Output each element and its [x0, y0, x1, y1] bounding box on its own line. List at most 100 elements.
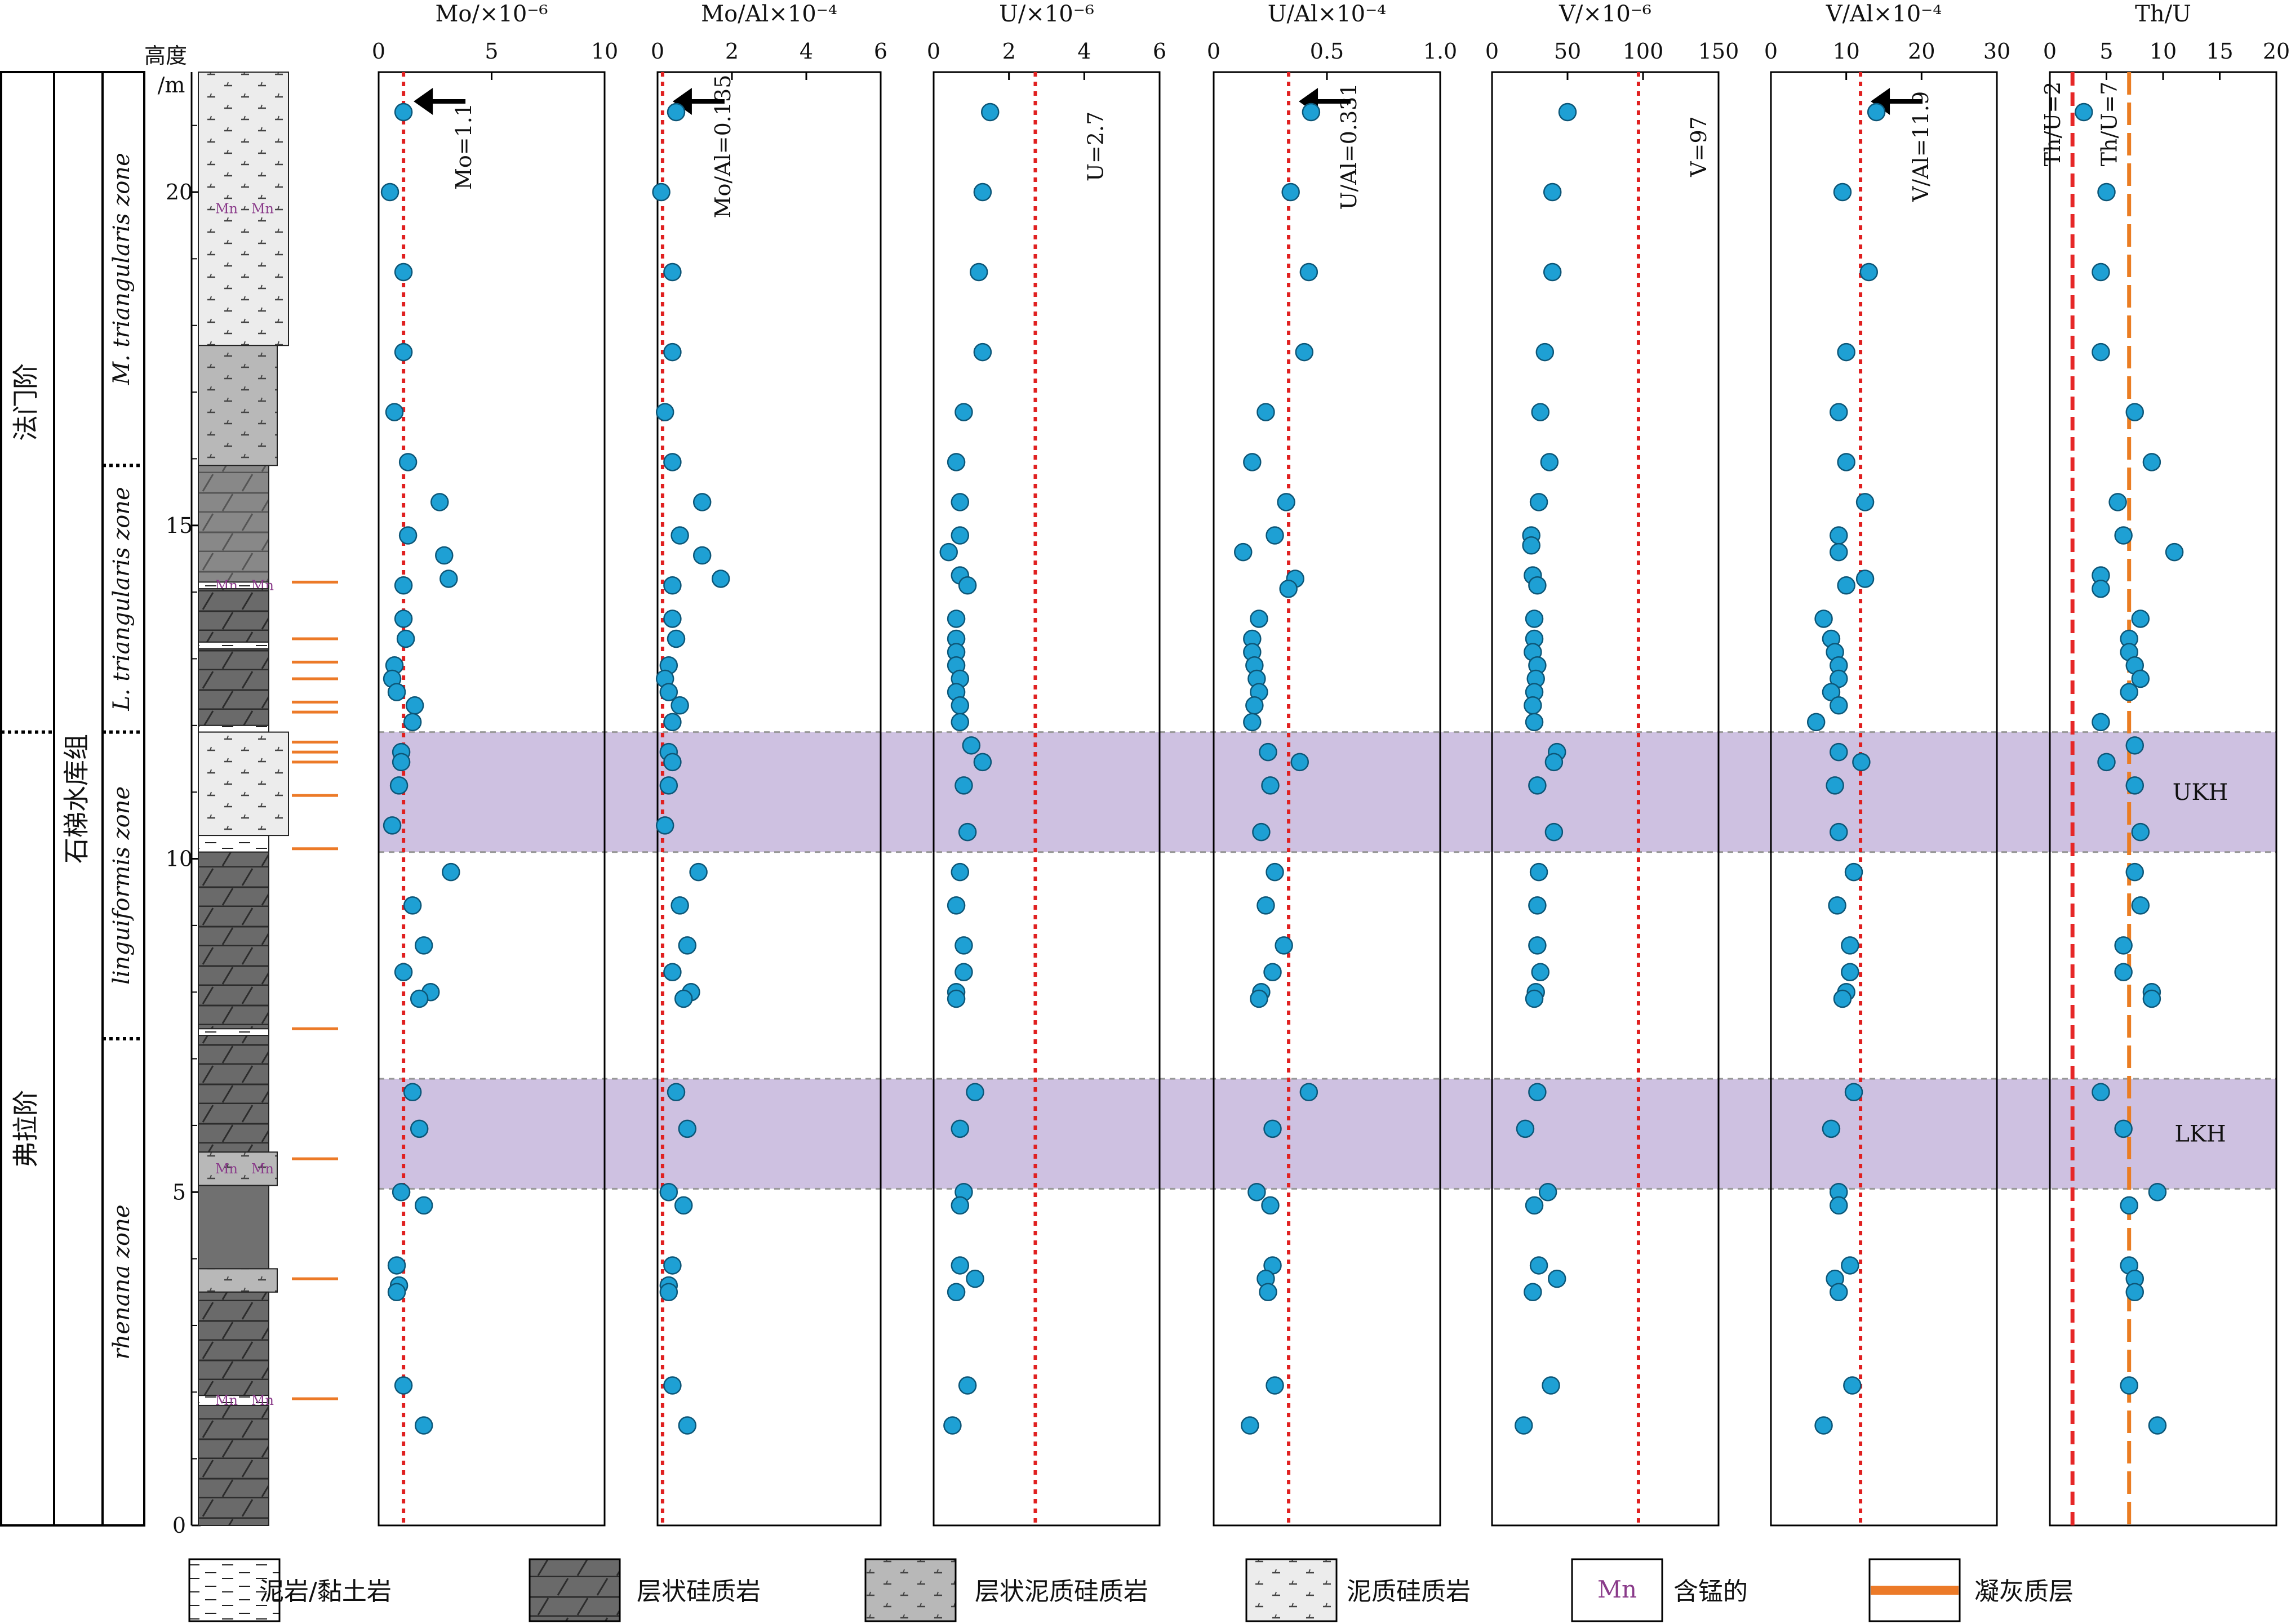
panel-7: Th/U 0 5 10 15 20 Th/U=2 Th/U=7 — [2040, 1, 2290, 1527]
data-point — [394, 103, 413, 122]
panel-title: U/×10⁻⁶ — [999, 1, 1094, 27]
lith-bed-layered-mudstone-siliceous — [198, 345, 278, 466]
data-point — [1830, 403, 1848, 421]
x-tick-label: 100 — [1623, 39, 1664, 64]
panel-1: Mo/×10⁻⁶ 0 5 10 Mo=1.1 — [372, 1, 618, 1527]
legend-item-layered-mudstone-siliceous: 层状泥质硅质岩 — [864, 1558, 1148, 1622]
data-point — [1257, 896, 1275, 915]
data-point — [414, 1196, 433, 1215]
conodont-zone-label: M. triangularis zone — [109, 153, 135, 385]
height-tick-label: 20 — [166, 180, 193, 204]
data-point — [1243, 453, 1262, 471]
legend-swatch — [188, 1558, 281, 1622]
lith-bed-solid-dark — [198, 1185, 269, 1270]
data-point — [439, 569, 458, 588]
tuff-layers — [292, 580, 338, 1400]
data-point — [2114, 963, 2133, 981]
data-point — [1852, 753, 1871, 772]
reference-label: Mo=1.1 — [451, 103, 476, 190]
data-point — [1279, 579, 1298, 598]
data-point — [1822, 1119, 1841, 1138]
data-point — [1299, 1083, 1318, 1101]
data-point — [1277, 493, 1295, 511]
conodont-zone-label: linguiformis zone — [109, 786, 135, 985]
data-point — [962, 736, 981, 755]
data-point — [943, 1416, 962, 1435]
panel-title: V/×10⁻⁶ — [1559, 1, 1651, 27]
data-point — [1245, 696, 1264, 715]
stage-label: 法门阶 — [11, 363, 41, 441]
data-point — [1830, 742, 1848, 762]
legend-item-mudstone: 泥岩/黏土岩 — [188, 1558, 392, 1622]
x-tick-label: 15 — [2206, 39, 2233, 64]
x-tick-label: 20 — [1908, 39, 1935, 64]
x-tick-label: 2 — [725, 39, 739, 64]
data-point — [2148, 1416, 2167, 1435]
data-point — [1547, 1269, 1566, 1288]
data-point — [1558, 103, 1577, 122]
data-point — [394, 1376, 413, 1395]
data-point — [958, 576, 977, 595]
legend: 泥岩/黏土岩 层状硅质岩 层状泥质硅质岩 泥质硅质岩 Mn 含锰的 凝灰质层 — [188, 1558, 2074, 1622]
data-point — [663, 1256, 682, 1275]
data-point — [1867, 103, 1886, 122]
data-point — [711, 569, 730, 588]
height-axis-title: 高度 — [144, 43, 187, 68]
data-point — [1524, 1283, 1542, 1302]
data-point — [1528, 896, 1547, 915]
data-point — [2131, 822, 2150, 842]
data-point — [1837, 453, 1855, 471]
mn-mark: Mn — [215, 1161, 238, 1177]
data-point — [1263, 1119, 1282, 1138]
data-point — [1525, 1196, 1544, 1215]
lith-bed-layered-siliceous — [198, 1404, 269, 1526]
data-point — [394, 576, 413, 595]
x-tick-label: 10 — [591, 39, 618, 64]
data-point — [430, 493, 449, 511]
data-point — [951, 1196, 970, 1215]
height-tick-label: 15 — [166, 513, 193, 538]
mn-mark: Mn — [215, 201, 238, 217]
height-tick-label: 10 — [166, 847, 193, 871]
panel-3: U/×10⁻⁶ 0 2 4 6 U=2.7 — [927, 1, 1166, 1527]
data-point — [951, 1119, 970, 1138]
data-point — [2142, 453, 2161, 471]
legend-label: 含锰的 — [1673, 1577, 1748, 1606]
data-point — [2125, 736, 2144, 755]
data-point — [1259, 1283, 1277, 1302]
data-point — [1814, 1416, 1833, 1435]
data-point — [981, 103, 1000, 122]
legend-label: 凝灰质层 — [1974, 1577, 2074, 1606]
data-point — [671, 526, 689, 545]
x-tick-label: 6 — [874, 39, 887, 64]
x-tick-label: 20 — [2263, 39, 2290, 64]
data-point — [1261, 776, 1280, 795]
data-point — [1525, 713, 1544, 732]
data-point — [2092, 262, 2110, 282]
data-point — [1535, 342, 1555, 362]
legend-item-mudstone-siliceous: 泥质硅质岩 — [1245, 1558, 1471, 1622]
data-point — [655, 403, 674, 421]
height-tick-label: 0 — [172, 1513, 186, 1538]
data-point — [969, 262, 988, 282]
data-point — [1266, 862, 1284, 882]
legend-mn-symbol: Mn — [1597, 1576, 1637, 1603]
x-tick-label: 0 — [927, 39, 940, 64]
data-point — [663, 262, 682, 282]
data-point — [1540, 453, 1559, 471]
data-point — [1833, 989, 1852, 1008]
lith-bed-mudstone — [198, 724, 269, 733]
data-point — [1814, 609, 1833, 628]
data-point — [1529, 862, 1548, 882]
reference-label: V/Al=11.9 — [1908, 91, 1933, 202]
strat-frame — [0, 71, 145, 1527]
data-point — [1830, 542, 1848, 562]
data-point — [1542, 1376, 1560, 1395]
stage-label: 弗拉阶 — [11, 1090, 41, 1168]
x-tick-label: 150 — [1698, 39, 1739, 64]
data-point — [1844, 862, 1863, 882]
data-point — [394, 262, 413, 282]
x-tick-label: 0 — [1207, 39, 1220, 64]
data-point — [1531, 963, 1550, 981]
